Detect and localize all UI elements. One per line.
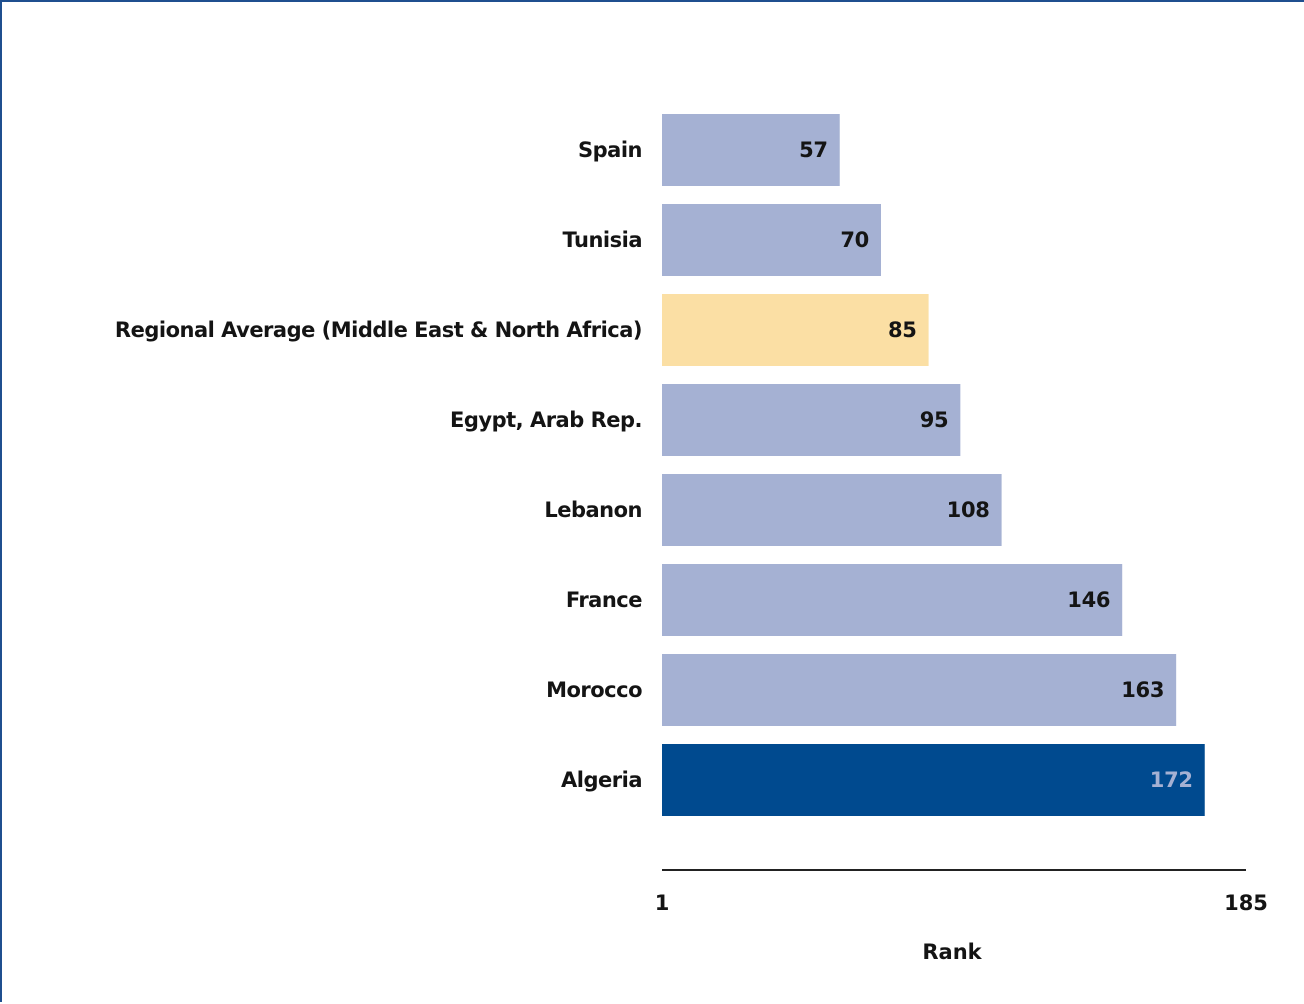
x-tick-label-max: 185: [1224, 891, 1268, 915]
category-label-3: Egypt, Arab Rep.: [450, 408, 642, 432]
value-label-7: 172: [1150, 768, 1193, 792]
category-label-4: Lebanon: [544, 498, 642, 522]
category-label-2: Regional Average (Middle East & North Af…: [115, 318, 642, 342]
bar-3: [662, 384, 961, 456]
value-label-2: 85: [888, 318, 917, 342]
bar-2: [662, 294, 929, 366]
category-label-6: Morocco: [546, 678, 642, 702]
x-tick-label-min: 1: [655, 891, 670, 915]
bar-5: [662, 564, 1123, 636]
category-label-7: Algeria: [561, 768, 642, 792]
value-label-1: 70: [840, 228, 869, 252]
category-label-5: France: [566, 588, 642, 612]
value-labels-layer: 57 70 85 95 108 146 163 172: [799, 138, 1193, 792]
value-label-3: 95: [920, 408, 949, 432]
value-label-6: 163: [1121, 678, 1164, 702]
value-label-5: 146: [1067, 588, 1110, 612]
x-axis-title: Rank: [922, 940, 982, 964]
value-label-4: 108: [947, 498, 990, 522]
value-label-0: 57: [799, 138, 828, 162]
category-labels-layer: Spain Tunisia Regional Average (Middle Eas…: [115, 138, 643, 792]
bar-0: [662, 114, 840, 186]
bar-7: [662, 744, 1205, 816]
category-label-0: Spain: [578, 138, 642, 162]
bar-1: [662, 204, 881, 276]
bar-4: [662, 474, 1002, 546]
bar-6: [662, 654, 1177, 726]
category-label-1: Tunisia: [563, 228, 643, 252]
bars-layer: [662, 114, 1205, 816]
